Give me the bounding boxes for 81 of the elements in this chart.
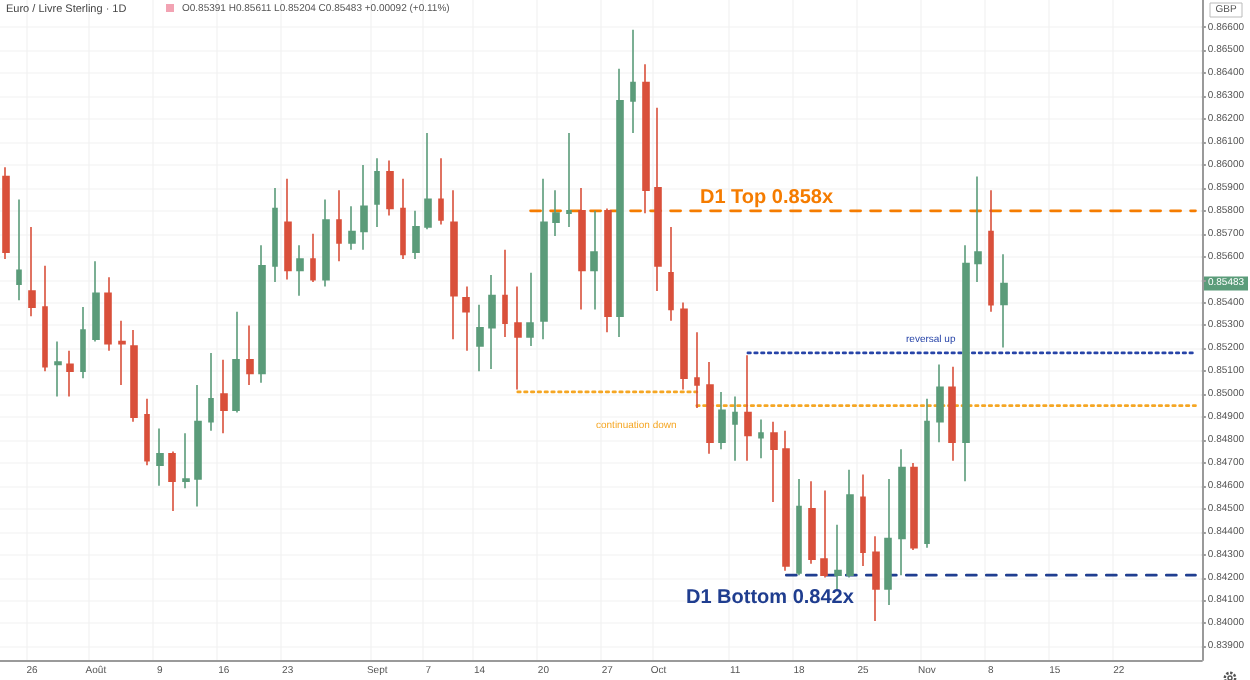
candlestick bbox=[130, 329, 138, 423]
candlestick bbox=[424, 132, 432, 230]
candlestick bbox=[604, 207, 612, 334]
candlestick bbox=[296, 244, 304, 297]
candlestick bbox=[386, 159, 394, 217]
candlestick bbox=[642, 63, 650, 214]
candlestick bbox=[616, 67, 624, 338]
candlestick bbox=[246, 324, 254, 386]
candlestick bbox=[476, 303, 484, 373]
candlestick bbox=[936, 363, 944, 444]
candlestick bbox=[668, 226, 674, 322]
candlestick bbox=[488, 274, 496, 370]
candlestick bbox=[322, 198, 330, 288]
candlestick bbox=[974, 175, 982, 283]
candlestick bbox=[400, 177, 406, 260]
candlestick bbox=[796, 478, 802, 577]
candlestick bbox=[182, 432, 190, 489]
candlestick bbox=[66, 349, 74, 398]
candlestick bbox=[194, 384, 202, 508]
candlestick bbox=[988, 189, 994, 313]
candlestick bbox=[258, 244, 266, 384]
candlestick bbox=[694, 331, 700, 409]
candlestick bbox=[104, 276, 112, 352]
candlestick bbox=[28, 226, 36, 318]
candlestick bbox=[680, 301, 688, 391]
candlestick bbox=[782, 430, 790, 572]
candlestick bbox=[92, 260, 100, 343]
candlestick bbox=[208, 352, 214, 432]
candlestick bbox=[118, 320, 126, 386]
candlestick bbox=[360, 164, 368, 251]
candlestick bbox=[718, 391, 726, 450]
candlestick bbox=[590, 210, 598, 311]
candlestick bbox=[168, 450, 176, 512]
candlestick bbox=[540, 177, 548, 340]
candlestick bbox=[348, 205, 356, 251]
candlestick bbox=[884, 478, 892, 606]
candlestick bbox=[450, 189, 458, 340]
candlestick bbox=[1000, 253, 1008, 349]
candlestick bbox=[820, 489, 828, 579]
candlestick bbox=[808, 480, 816, 565]
candlestick bbox=[910, 462, 918, 551]
candlestick bbox=[462, 285, 470, 352]
candlestick bbox=[54, 340, 62, 398]
candlestick bbox=[706, 361, 714, 455]
candlestick bbox=[654, 106, 662, 292]
candlestick bbox=[552, 189, 560, 237]
annotation: D1 Bottom 0.842x bbox=[686, 587, 855, 609]
candlestick bbox=[732, 395, 738, 462]
candlestick bbox=[860, 473, 866, 567]
candlestick bbox=[220, 358, 228, 434]
candlestick bbox=[438, 157, 444, 226]
candlestick bbox=[272, 187, 278, 283]
candlestick bbox=[374, 157, 380, 228]
candlestick bbox=[232, 310, 240, 414]
candlestick bbox=[566, 132, 572, 228]
annotation: D1 Top 0.858x bbox=[700, 187, 834, 209]
candlestick bbox=[948, 365, 956, 462]
candlestick bbox=[526, 271, 534, 347]
candlestick bbox=[2, 166, 10, 260]
candlestick bbox=[42, 265, 48, 373]
candlestick bbox=[16, 198, 22, 302]
candlestick bbox=[284, 177, 292, 281]
candlestick bbox=[962, 244, 970, 483]
candlestick bbox=[80, 306, 86, 379]
candlestick bbox=[846, 468, 854, 579]
candlestick bbox=[310, 232, 316, 283]
candlestick bbox=[336, 189, 342, 263]
candlestick bbox=[578, 187, 586, 311]
candlestick bbox=[156, 427, 164, 487]
candlestick bbox=[758, 418, 764, 460]
candlestick bbox=[872, 535, 880, 622]
candlestick bbox=[770, 420, 778, 503]
candlestick bbox=[834, 523, 842, 590]
candlestick bbox=[144, 397, 150, 467]
candlestick bbox=[502, 248, 508, 338]
candlestick bbox=[412, 210, 420, 260]
candlestick bbox=[924, 397, 930, 549]
candlestick bbox=[898, 448, 906, 577]
candlestick bbox=[744, 354, 752, 462]
candlestick bbox=[630, 28, 636, 134]
candlestick bbox=[514, 285, 522, 391]
